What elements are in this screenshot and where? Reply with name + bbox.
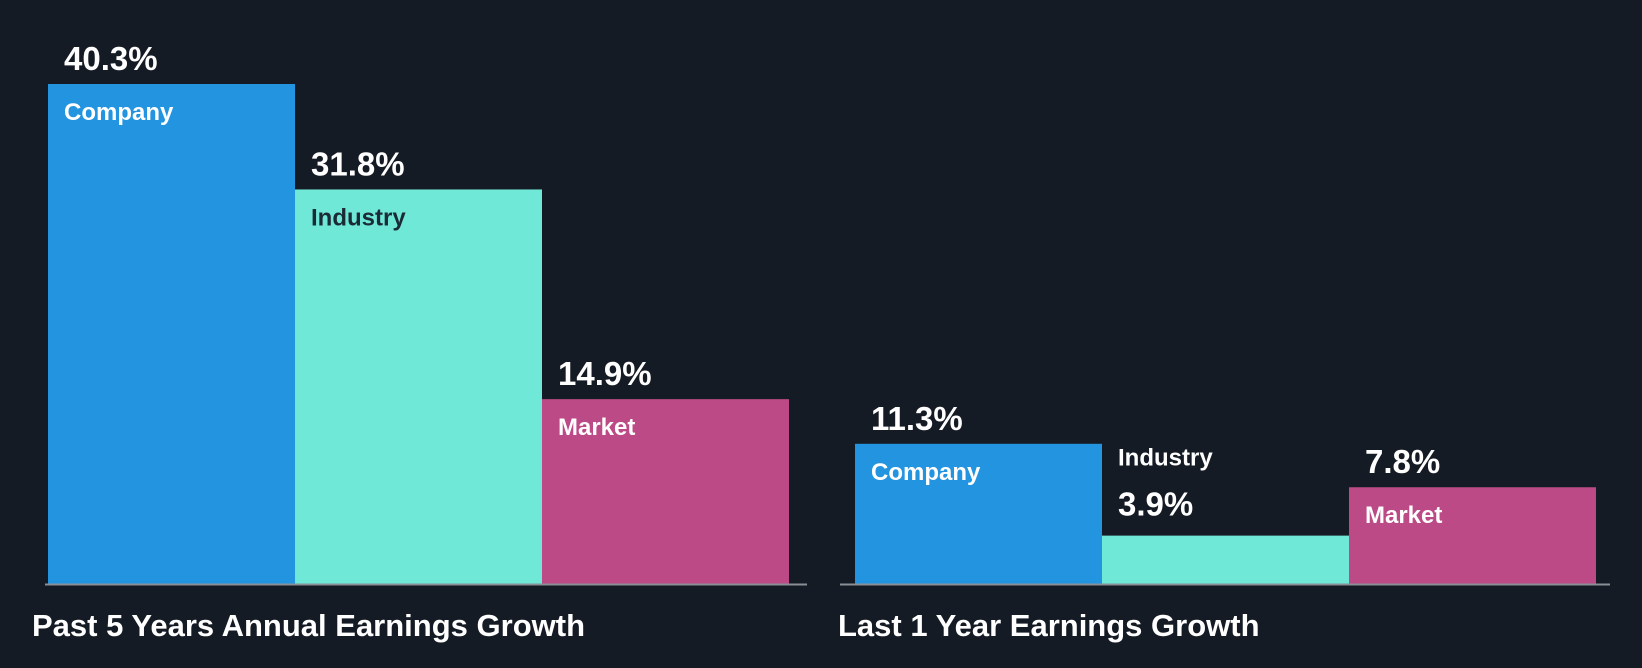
bar-category-label: Market (1365, 502, 1442, 529)
bar-value-label: 14.9% (558, 355, 652, 392)
bar-value-label: 31.8% (311, 145, 405, 182)
panel-past-5-years: Company 40.3% Industry 31.8% Market 14.9% Past… (32, 40, 807, 643)
bar-company (855, 443, 1102, 584)
bar-value-label: 7.8% (1365, 443, 1440, 480)
bar-category-label: Market (558, 414, 635, 441)
panel-last-1-year: Company 11.3% Industry 3.9% Market 7.8% Last 1… (838, 400, 1610, 643)
chart-title-past-5-years: Past 5 Years Annual Earnings Growth (32, 608, 585, 643)
bar-value-label: 40.3% (64, 40, 158, 77)
bar-category-label: Industry (311, 204, 406, 231)
bar-industry (1102, 535, 1349, 584)
bar-category-label: Company (871, 459, 981, 486)
bar-value-label: 3.9% (1118, 486, 1193, 523)
bar-category-label: Company (64, 99, 174, 126)
bar-market (1349, 487, 1596, 584)
bar-industry (295, 189, 542, 585)
bar-value-label: 11.3% (871, 400, 963, 437)
bar-company (48, 84, 295, 584)
bar-market (542, 399, 789, 584)
chart-title-last-1-year: Last 1 Year Earnings Growth (838, 608, 1260, 643)
bar-category-label: Industry (1118, 445, 1213, 472)
